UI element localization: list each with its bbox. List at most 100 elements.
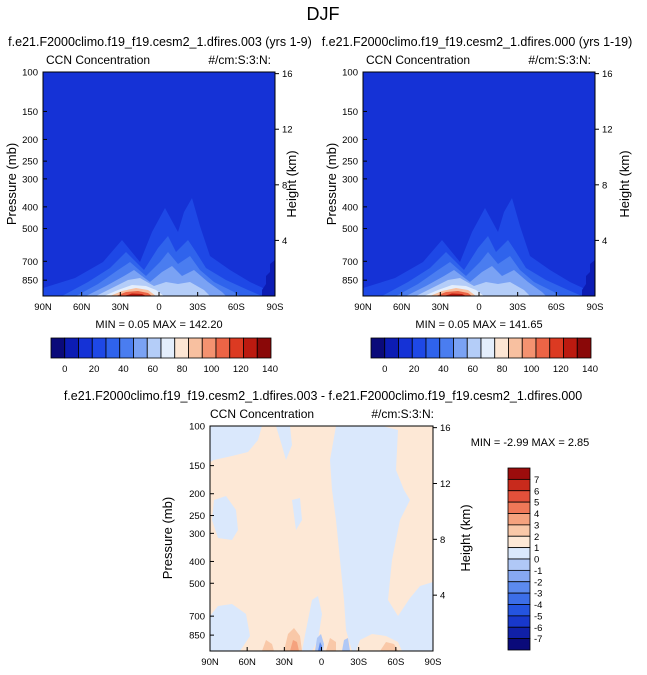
x-tick-label: 60N [73,302,91,313]
panel-2-title: f.e21.F2000climo.f19_f19.cesm2_1.dfires.… [322,35,633,49]
colorbar-swatch [507,604,531,617]
panel-1-units: #/cm:S:3:N: [208,53,271,67]
panel-3-contour-band-5 [210,604,250,651]
colorbar-swatch [453,337,468,359]
colorbar-swatch [576,337,592,359]
x-tick-label: 90N [34,302,52,313]
y-tick-label: 400 [342,202,358,213]
y-tick-label: 850 [22,276,38,287]
y-tick-label: 850 [342,276,358,287]
panel-2-contour-band-9 [444,293,466,296]
x-tick-label: 30N [112,302,130,313]
panel-1-stats: MIN = 0.05 MAX = 142.20 [95,319,222,331]
y-tick-label: 100 [22,68,38,79]
colorbar-swatch [78,337,93,359]
colorbar-swatch [507,467,531,480]
y-tick-label: 500 [189,579,205,590]
panel-3-contour-band-6 [302,596,322,651]
y-tick-label: 300 [189,529,205,540]
y2-tick-label: 12 [602,125,613,136]
y-tick-label: 700 [189,612,205,623]
y-tick-label: 200 [22,135,38,146]
colorbar-tick-label: 40 [438,364,449,375]
panel-1-y-axis-label: Pressure (mb) [4,143,19,225]
colorbar-swatch [507,524,531,537]
panel-3-contour-field [210,426,433,651]
x-tick-label: 30S [509,302,526,313]
x-tick-label: 60S [548,302,565,313]
colorbar-tick-label: -4 [534,600,542,611]
colorbar-tick-label: 0 [62,364,67,375]
panel-3-contour-band-12 [290,640,299,651]
y-tick-label: 250 [22,157,38,168]
panel-1-title: f.e21.F2000climo.f19_f19.cesm2_1.dfires.… [8,35,312,49]
panel-3-stats: MIN = -2.99 MAX = 2.85 [471,437,590,449]
y-tick-label: 250 [342,157,358,168]
y2-tick-label: 8 [282,180,287,191]
panel-3-contour-band-3 [330,426,433,651]
colorbar-swatch [384,337,399,359]
y-tick-label: 100 [189,422,205,433]
y2-tick-label: 12 [282,125,293,136]
colorbar-tick-label: 80 [177,364,188,375]
panel-2-contour-band-10 [582,260,595,296]
colorbar-swatch [507,615,531,628]
panel-2-contour-field [363,72,595,296]
colorbar-tick-label: 5 [534,498,539,509]
colorbar-swatch [91,337,107,359]
panel-3-units: #/cm:S:3:N: [371,407,434,421]
x-tick-label: 60N [238,657,256,668]
colorbar-swatch [188,337,203,359]
colorbar-swatch [507,558,531,571]
panel-3-contour-band-4 [212,496,238,540]
y-tick-label: 200 [342,135,358,146]
colorbar-swatch [425,337,441,359]
y-tick-label: 150 [189,461,205,472]
colorbar-swatch [535,337,551,359]
x-tick-label: 60S [228,302,245,313]
colorbar-tick-label: -5 [534,611,542,622]
y-tick-label: 500 [342,224,358,235]
colorbar-tick-label: 60 [147,364,158,375]
y2-tick-label: 8 [602,180,607,191]
colorbar-swatch [507,547,531,560]
panel-1: f.e21.F2000climo.f19_f19.cesm2_1.dfires.… [4,35,312,375]
y-tick-label: 150 [342,107,358,118]
colorbar-tick-label: -7 [534,634,542,645]
x-tick-label: 30N [432,302,450,313]
colorbar-swatch [119,337,134,359]
x-tick-label: 90S [425,657,442,668]
x-tick-label: 90N [354,302,372,313]
x-tick-label: 90S [267,302,284,313]
colorbar-swatch [370,337,386,359]
panel-3: f.e21.F2000climo.f19_f19.cesm2_1.dfires.… [64,389,589,668]
colorbar-swatch [507,490,531,503]
x-tick-label: 60N [393,302,411,313]
panel-3-contour-band-13 [326,638,336,651]
y-tick-label: 300 [342,174,358,185]
colorbar-swatch [64,337,79,359]
colorbar-tick-label: 4 [534,509,539,520]
panel-1-contour-field [43,72,275,296]
panel-3-contour-band-1 [210,426,262,462]
colorbar-swatch [507,626,531,640]
colorbar-tick-label: 140 [582,364,598,375]
y-tick-label: 150 [22,107,38,118]
colorbar-tick-label: 20 [409,364,420,375]
panel-3-contour-band-9 [404,556,433,584]
colorbar-tick-label: 140 [262,364,278,375]
y-tick-label: 200 [189,489,205,500]
colorbar-tick-label: 1 [534,543,539,554]
colorbar-swatch [508,337,523,359]
colorbar-tick-label: 100 [523,364,539,375]
colorbar-swatch [146,337,162,359]
y-tick-label: 500 [22,224,38,235]
y-tick-label: 400 [22,202,38,213]
colorbar-swatch [201,337,217,359]
colorbar-swatch [549,337,564,359]
colorbar-swatch [507,478,531,492]
colorbar-swatch [50,337,66,359]
colorbar-swatch [243,337,258,359]
x-tick-label: 0 [476,302,481,313]
figure-title: DJF [307,4,340,24]
